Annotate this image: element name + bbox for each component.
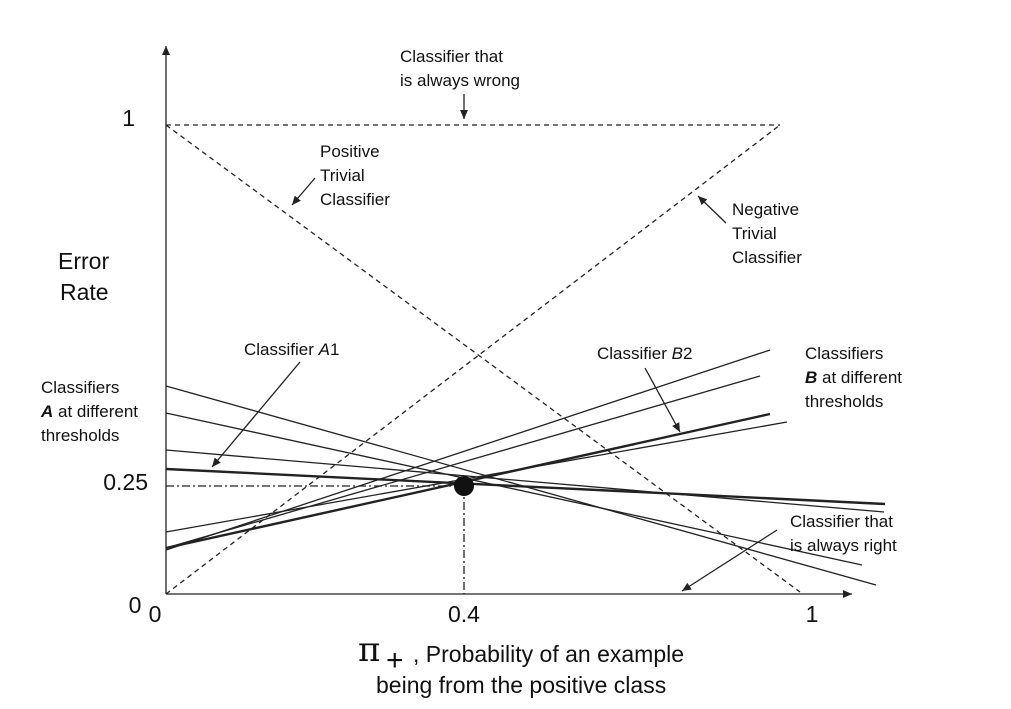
- arrow: [291, 177, 316, 206]
- y-tick-label: 0.25: [103, 469, 148, 495]
- y-tick-label: 1: [122, 105, 135, 131]
- x-axis-symbol: π: [358, 630, 380, 670]
- annotation: Classifier A1: [244, 340, 339, 359]
- annotation: Classifier: [320, 190, 390, 209]
- annotation: Classifier B2: [597, 344, 692, 363]
- annotation: Classifiers: [41, 378, 119, 397]
- annotation-part: A: [318, 340, 330, 359]
- x-axis-label: , Probability of an example: [413, 641, 684, 667]
- annotation: Trivial: [732, 224, 777, 243]
- classifier-a1-line: [165, 467, 886, 506]
- annotation-part: Classifier: [597, 344, 672, 363]
- y-axis-label: Rate: [60, 279, 109, 305]
- annotation: thresholds: [41, 426, 119, 445]
- classifier-a-line: [165, 449, 885, 513]
- classifier-b-line: [165, 375, 761, 549]
- y-axis-label: Error: [58, 248, 109, 274]
- annotation: B at different: [805, 368, 902, 387]
- annotation-part: B: [805, 368, 817, 387]
- arrow: [681, 529, 778, 592]
- x-tick-label: 0: [149, 601, 162, 627]
- annotation: Positive: [320, 142, 380, 161]
- classifier-b-line: [165, 421, 788, 533]
- classifier-a-line: [165, 412, 863, 566]
- annotation-part: B: [672, 344, 683, 363]
- annotation: thresholds: [805, 392, 883, 411]
- annotation-part: 2: [683, 344, 692, 363]
- y-tick-label: 0: [129, 592, 142, 618]
- x-axis-subscript: +: [386, 644, 404, 677]
- x-tick-label: 1: [806, 601, 819, 627]
- annotation: Negative: [732, 200, 799, 219]
- annotation: is always right: [790, 536, 897, 555]
- annotation: Classifier that: [400, 47, 503, 66]
- classifier-b-line: [165, 349, 771, 551]
- arrow: [697, 195, 727, 224]
- operating-point: [454, 476, 474, 496]
- annotation-part: 1: [330, 340, 339, 359]
- arrow: [211, 361, 301, 468]
- arrow: [644, 367, 681, 433]
- annotation-part: at different: [53, 402, 138, 421]
- annotation: Trivial: [320, 166, 365, 185]
- x-axis-label: being from the positive class: [376, 672, 666, 698]
- annotation: Classifier: [732, 248, 802, 267]
- annotation-part: Classifier: [244, 340, 319, 359]
- x-tick-label: 0.4: [448, 601, 480, 627]
- annotation: Classifiers: [805, 344, 883, 363]
- annotation: A at different: [40, 402, 138, 421]
- annotation: Classifier that: [790, 512, 893, 531]
- annotation-part: A: [40, 402, 53, 421]
- annotation: is always wrong: [400, 71, 520, 90]
- annotation-part: at different: [817, 368, 902, 387]
